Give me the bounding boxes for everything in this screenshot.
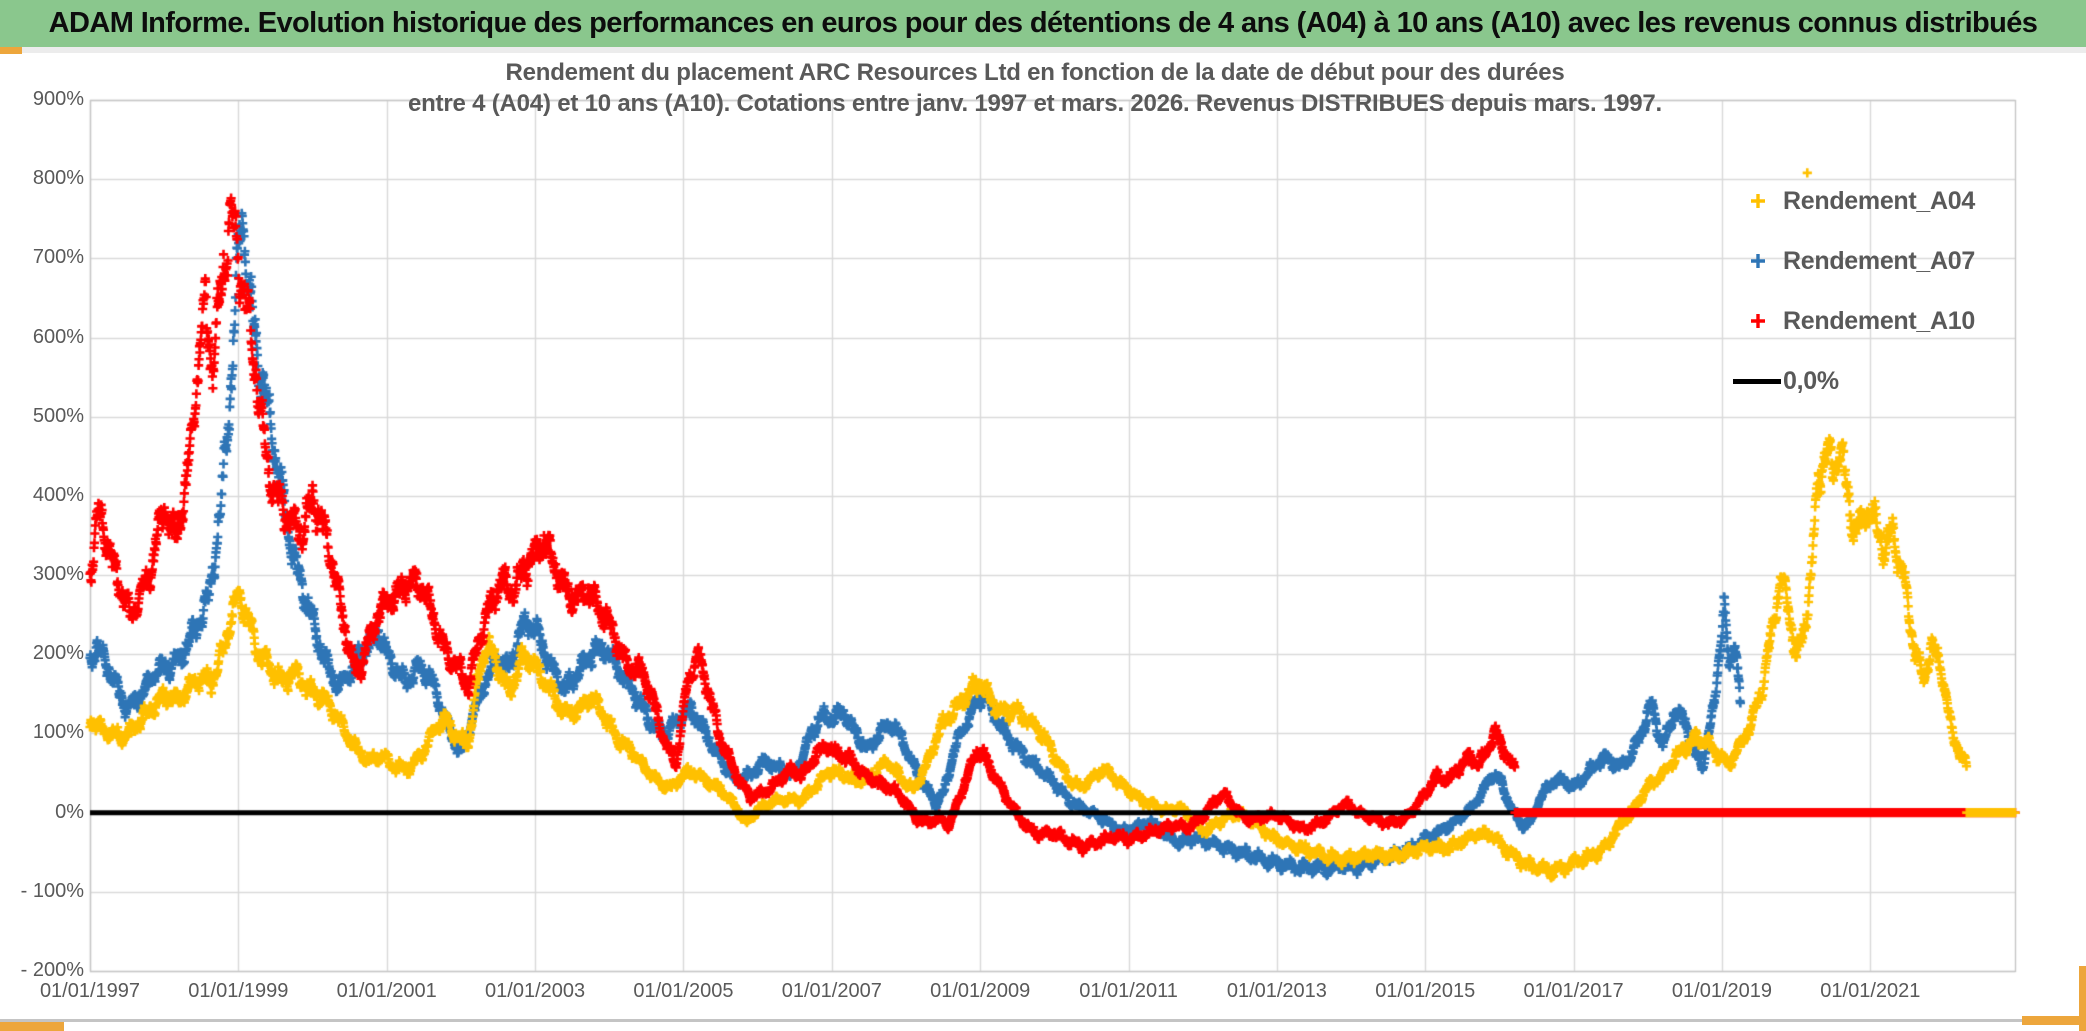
legend-label: Rendement_A07 <box>1783 246 1975 275</box>
y-tick-label: - 100% <box>20 879 84 902</box>
page-title: ADAM Informe. Evolution historique des p… <box>48 7 2038 39</box>
chart-title-line2: entre 4 (A04) et 10 ans (A10). Cotations… <box>407 90 1663 117</box>
y-tick-label: 0% <box>55 800 84 823</box>
zero-line-swatch-icon <box>1733 378 1781 384</box>
y-tick-label: 500% <box>32 404 84 427</box>
plus-marker-icon <box>1733 192 1783 210</box>
y-tick-label: 800% <box>32 167 84 190</box>
gold-border-right <box>2079 966 2086 1031</box>
y-tick-label: 200% <box>32 642 84 665</box>
x-tick-label: 01/01/2015 <box>1375 980 1476 1002</box>
y-tick-label: 100% <box>32 721 84 744</box>
legend-item-zero-line[interactable]: 0,0% <box>1733 366 1993 396</box>
chart-title-line1: Rendement du placement ARC Resources Ltd… <box>505 59 1565 86</box>
gold-tab-accent <box>0 47 22 54</box>
x-tick-label: 01/01/2017 <box>1523 980 1624 1002</box>
x-tick-label: 01/01/2001 <box>336 980 437 1002</box>
y-tick-label: 700% <box>32 246 84 269</box>
x-tick-label: 01/01/2003 <box>485 980 586 1002</box>
gold-corner-bottom-right <box>2022 1016 2086 1025</box>
x-tick-label: 01/01/2009 <box>930 980 1031 1002</box>
y-tick-label: 300% <box>32 563 84 586</box>
bottom-divider <box>0 1019 2086 1022</box>
y-tick-label: 600% <box>32 325 84 348</box>
legend-item-a10[interactable]: Rendement_A10 <box>1733 306 1993 336</box>
plus-marker-icon <box>1733 312 1783 330</box>
title-bar: ADAM Informe. Evolution historique des p… <box>0 0 2086 47</box>
y-tick-label: 900% <box>32 88 84 110</box>
legend-label: Rendement_A10 <box>1783 306 1975 335</box>
legend-label: 0,0% <box>1783 366 1839 395</box>
plus-marker-icon <box>1733 252 1783 270</box>
x-tick-label: 01/01/2013 <box>1226 980 1327 1002</box>
chart-title: Rendement du placement ARC Resources Ltd… <box>380 57 1690 119</box>
gold-corner-bottom-left <box>0 1022 64 1031</box>
y-tick-label: 400% <box>32 483 84 506</box>
header-divider <box>0 47 2086 53</box>
x-tick-label: 01/01/2021 <box>1820 980 1921 1002</box>
x-tick-label: 01/01/2011 <box>1079 980 1178 1002</box>
x-tick-label: 01/01/1999 <box>188 980 289 1002</box>
x-tick-label: 01/01/2019 <box>1671 980 1773 1002</box>
x-tick-label: 01/01/1997 <box>39 980 141 1002</box>
x-tick-label: 01/01/2005 <box>633 980 734 1002</box>
legend-item-a07[interactable]: Rendement_A07 <box>1733 246 1993 276</box>
y-tick-label: - 200% <box>20 959 84 981</box>
chart-legend: Rendement_A04 Rendement_A07 Rendement_A1… <box>1733 186 1993 426</box>
legend-item-a04[interactable]: Rendement_A04 <box>1733 186 1993 216</box>
legend-label: Rendement_A04 <box>1783 186 1975 215</box>
x-tick-label: 01/01/2007 <box>781 980 882 1002</box>
